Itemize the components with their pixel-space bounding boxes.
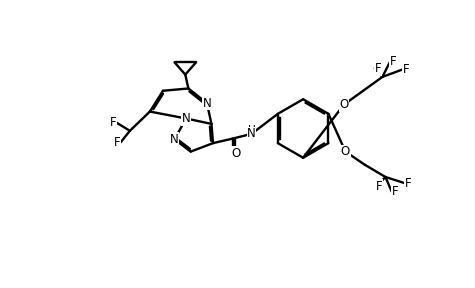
Text: F: F (376, 180, 383, 193)
Text: F: F (403, 63, 409, 76)
Text: F: F (374, 62, 381, 75)
Text: O: O (231, 147, 241, 160)
Text: F: F (110, 116, 116, 129)
Text: N: N (182, 112, 190, 125)
Text: H: H (247, 125, 256, 135)
Text: F: F (405, 177, 411, 190)
Text: F: F (391, 185, 398, 198)
Text: F: F (114, 136, 121, 149)
Text: N: N (170, 133, 179, 146)
Text: O: O (341, 145, 350, 158)
Text: F: F (390, 55, 397, 68)
Text: N: N (202, 96, 211, 110)
Text: O: O (339, 98, 349, 111)
Text: N: N (247, 127, 256, 140)
